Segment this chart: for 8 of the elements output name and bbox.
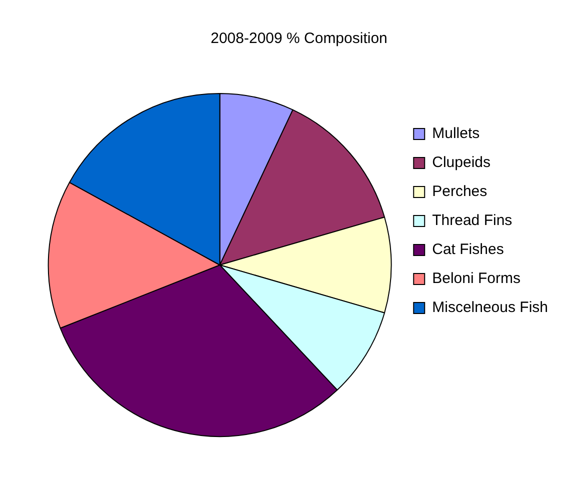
legend-label: Cat Fishes — [432, 241, 504, 258]
legend-label: Mullets — [432, 125, 480, 142]
chart-title: 2008-2009 % Composition — [210, 30, 388, 48]
legend-label: Thread Fins — [432, 212, 512, 230]
legend-label: Beloni Forms — [432, 270, 520, 288]
legend-label: Miscelneous Fish — [432, 299, 548, 316]
legend-label: Clupeids — [432, 154, 490, 172]
legend-label: Perches — [432, 183, 488, 200]
